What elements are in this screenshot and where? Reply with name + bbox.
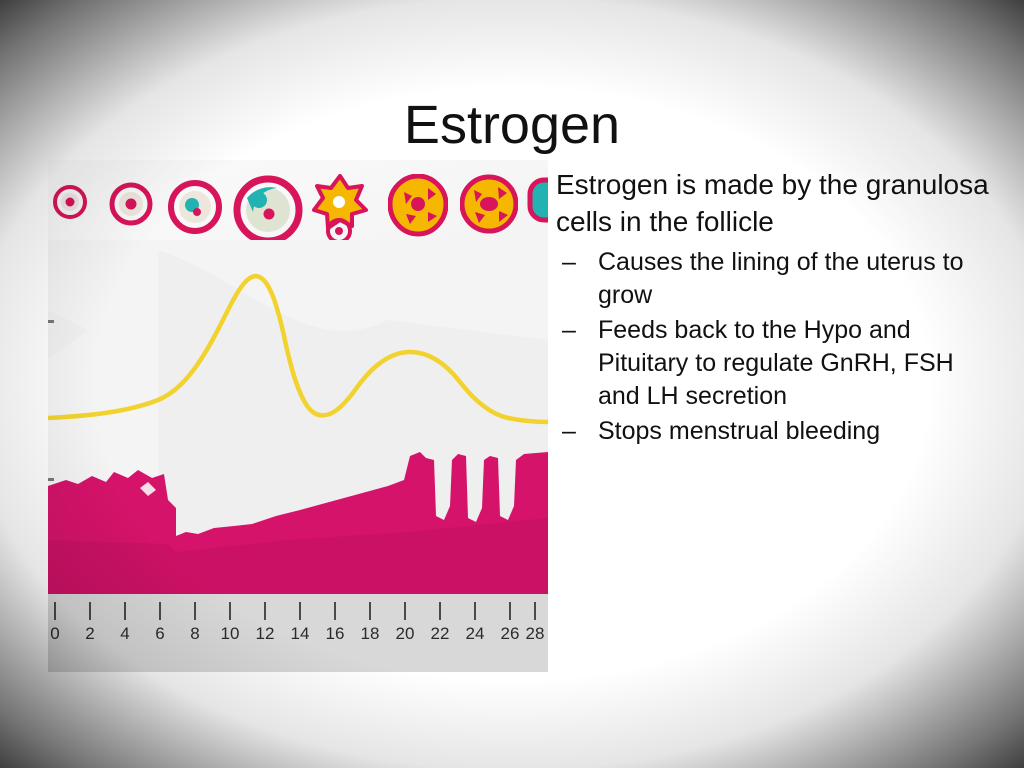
page-title: Estrogen bbox=[403, 95, 621, 156]
axis-tick bbox=[334, 602, 336, 620]
cycle-axis: 0 2 4 6 8 10 12 14 16 18 20 22 24 26 28 bbox=[48, 594, 548, 672]
axis-label-28: 28 bbox=[525, 624, 545, 643]
axis-tick bbox=[509, 602, 511, 620]
axis-tick bbox=[89, 602, 91, 620]
bullet-list: – Causes the lining of the uterus to gro… bbox=[556, 246, 1000, 448]
axis-label-14: 14 bbox=[290, 624, 310, 643]
axis-tick bbox=[369, 602, 371, 620]
list-item: – Stops menstrual bleeding bbox=[556, 415, 1000, 448]
axis-tick bbox=[534, 602, 536, 620]
bullet-marker: – bbox=[562, 316, 576, 345]
list-item: – Causes the lining of the uterus to gro… bbox=[556, 246, 1000, 312]
axis-label-4: 4 bbox=[120, 624, 130, 643]
axis-label-6: 6 bbox=[155, 624, 165, 643]
axis-tick bbox=[159, 602, 161, 620]
axis-tick bbox=[229, 602, 231, 620]
axis-label-22: 22 bbox=[430, 624, 450, 643]
axis-tick bbox=[404, 602, 406, 620]
lead-paragraph: Estrogen is made by the granulosa cells … bbox=[556, 169, 989, 238]
axis-label-0: 0 bbox=[50, 624, 60, 643]
list-item-label: Stops menstrual bleeding bbox=[598, 417, 881, 446]
axis-label-10: 10 bbox=[220, 624, 240, 643]
list-item: – Feeds back to the Hypo and Pituitary t… bbox=[556, 314, 1000, 413]
axis-tick bbox=[194, 602, 196, 620]
bullet-marker: – bbox=[562, 417, 576, 446]
axis-tick bbox=[439, 602, 441, 620]
axis-label-12: 12 bbox=[255, 624, 275, 643]
axis-label-2: 2 bbox=[85, 624, 95, 643]
axis-tick bbox=[124, 602, 126, 620]
axis-label-20: 20 bbox=[395, 624, 415, 643]
axis-tick bbox=[264, 602, 266, 620]
axis-tick bbox=[474, 602, 476, 620]
bullet-marker: – bbox=[562, 248, 576, 277]
list-item-label: Causes the lining of the uterus to grow bbox=[598, 248, 964, 310]
axis-tick bbox=[54, 602, 56, 620]
axis-label-18: 18 bbox=[360, 624, 380, 643]
axis-label-24: 24 bbox=[465, 624, 485, 643]
content-text-column: Estrogen is made by the granulosa cells … bbox=[556, 166, 1000, 450]
list-item-label: Feeds back to the Hypo and Pituitary to … bbox=[598, 316, 954, 411]
menstrual-cycle-figure: 0 2 4 6 8 10 12 14 16 18 20 22 24 26 28 bbox=[48, 160, 548, 672]
axis-label-16: 16 bbox=[325, 624, 345, 643]
axis-tick bbox=[299, 602, 301, 620]
axis-label-8: 8 bbox=[190, 624, 200, 643]
